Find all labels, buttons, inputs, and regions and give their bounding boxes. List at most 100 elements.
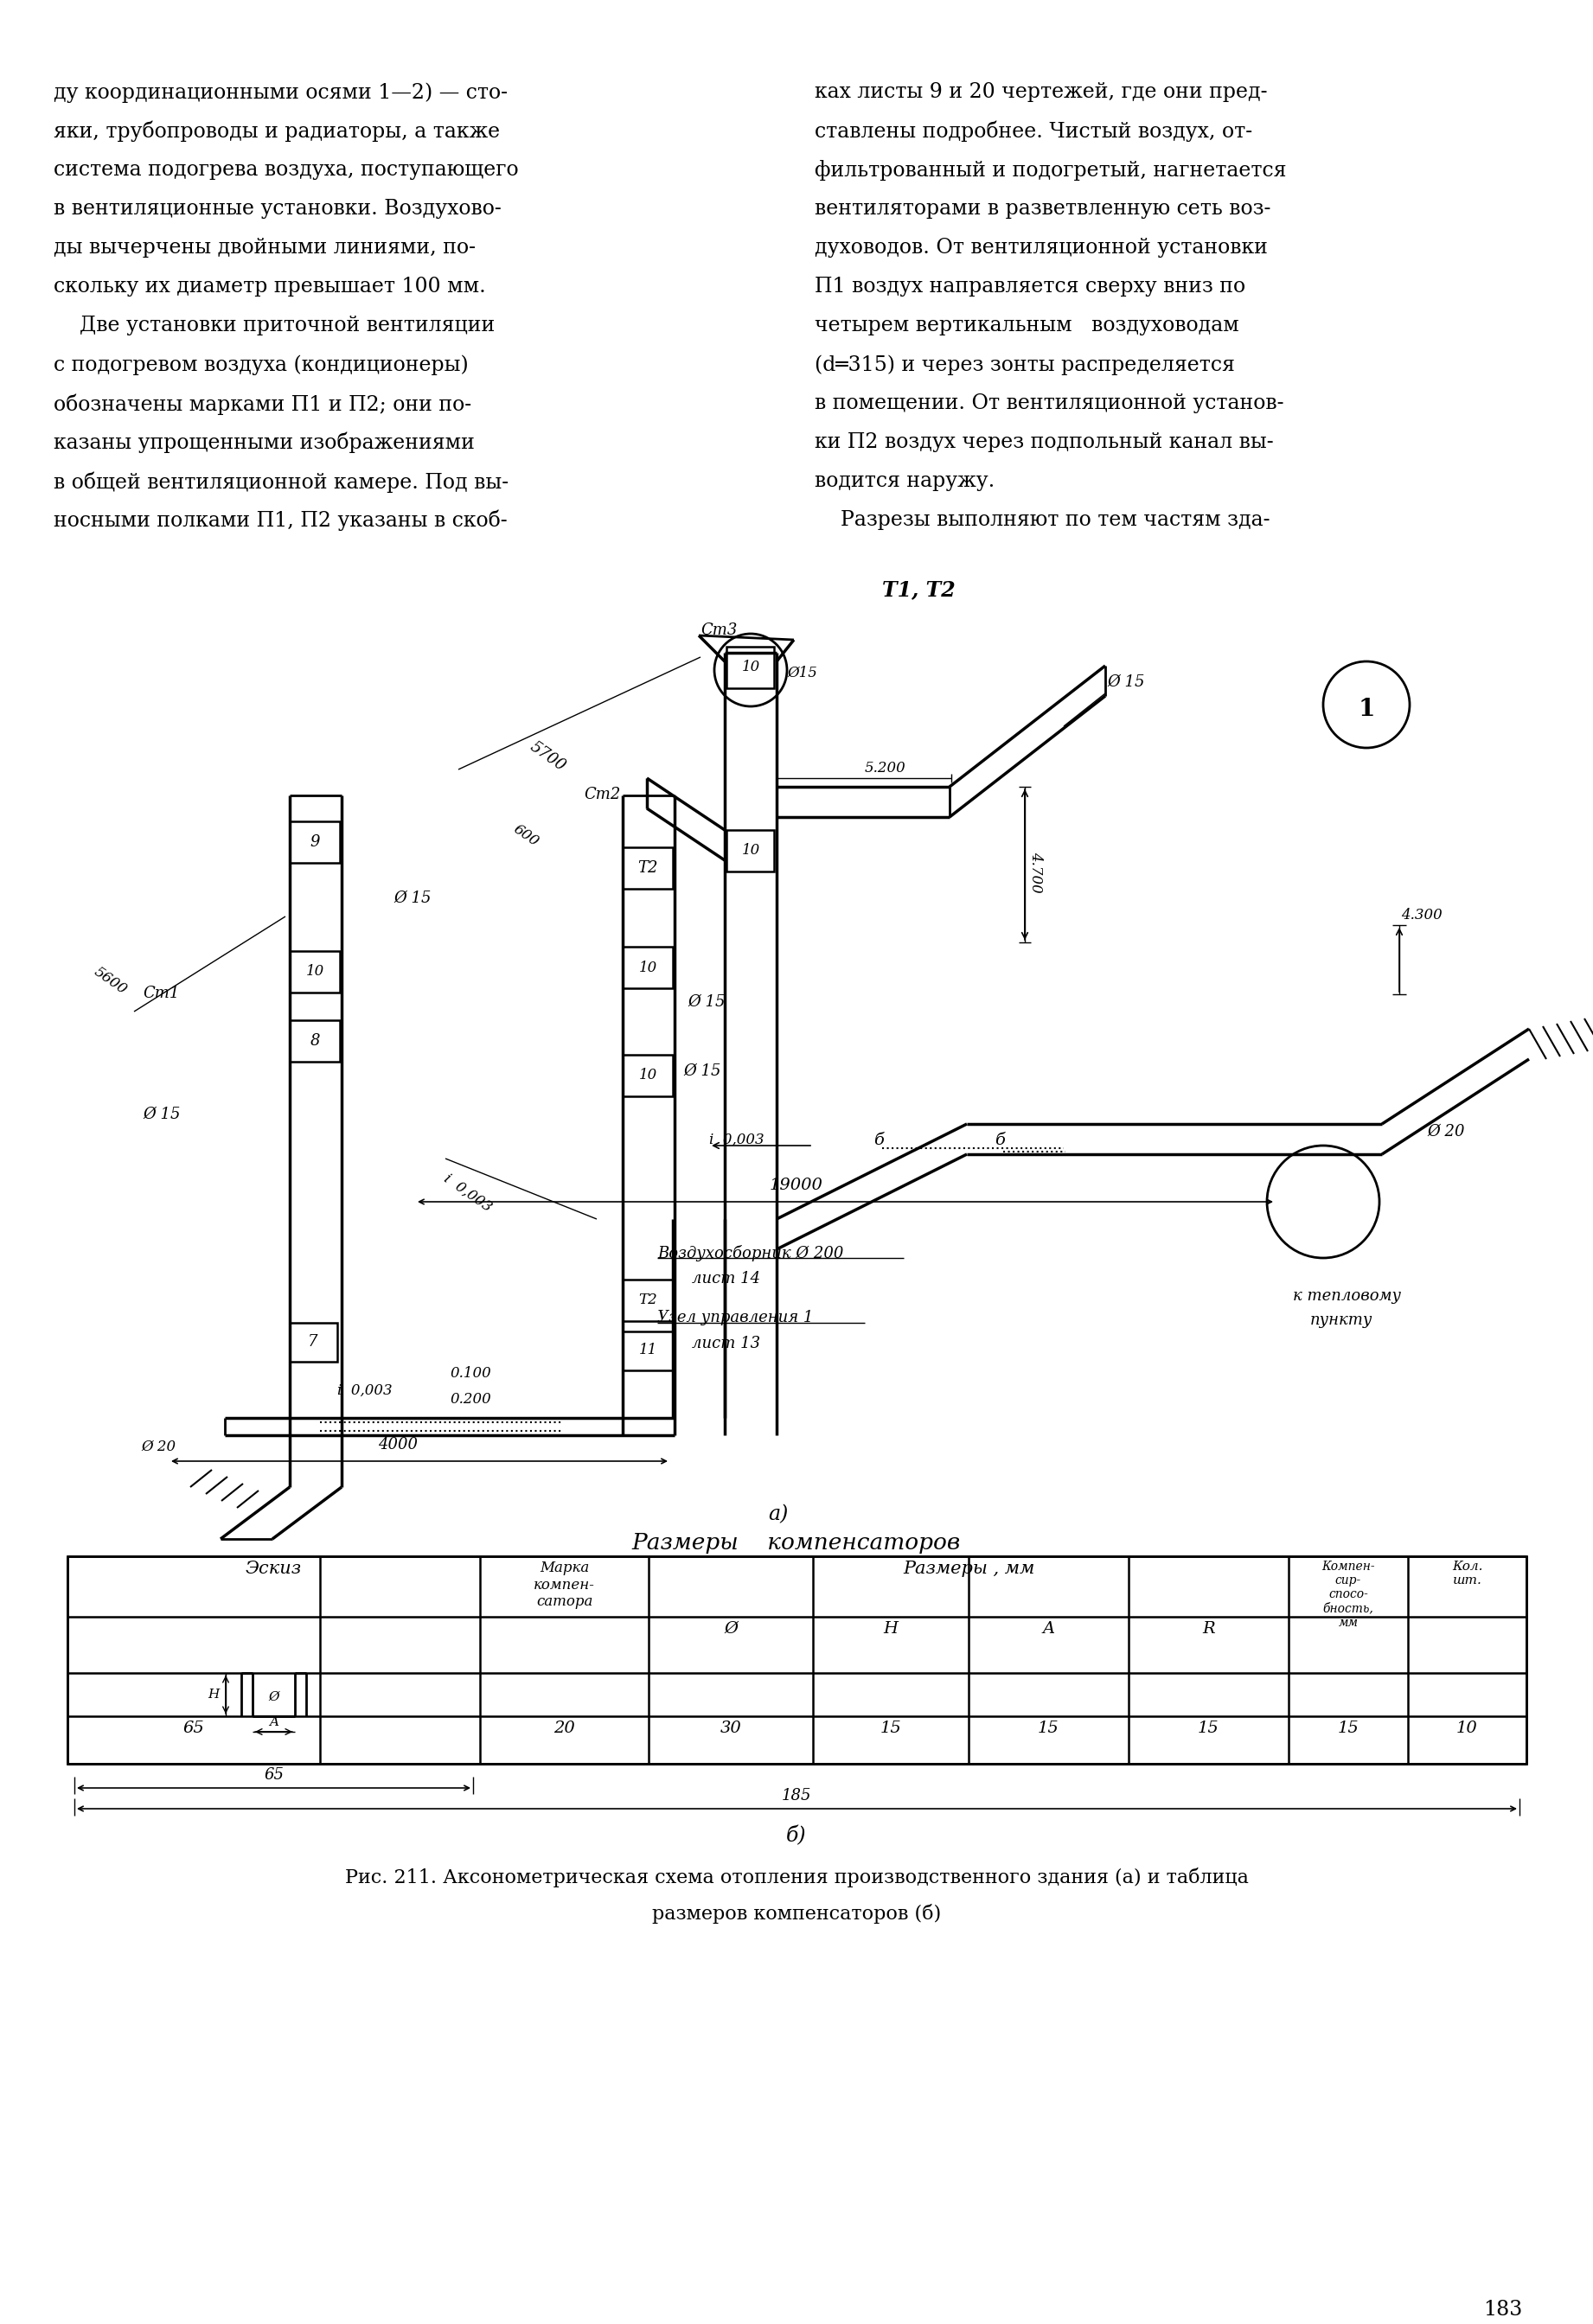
- Text: 15: 15: [1039, 1720, 1059, 1736]
- Text: Узел управления 1: Узел управления 1: [658, 1311, 814, 1325]
- Text: б: б: [994, 1132, 1005, 1148]
- Text: 5.200: 5.200: [865, 760, 906, 776]
- Text: T1, T2: T1, T2: [883, 579, 956, 600]
- Text: 10: 10: [741, 844, 760, 858]
- Text: Две установки приточной вентиляции: Две установки приточной вентиляции: [54, 316, 495, 335]
- Text: 19000: 19000: [769, 1178, 824, 1192]
- Text: 9: 9: [309, 834, 320, 851]
- Text: ставлены подробнее. Чистый воздух, от-: ставлены подробнее. Чистый воздух, от-: [814, 121, 1252, 142]
- Text: Рис. 211. Аксонометрическая схема отопления производственного здания (а) и табли: Рис. 211. Аксонометрическая схема отопле…: [344, 1868, 1249, 1887]
- Text: носными полками П1, П2 указаны в скоб-: носными полками П1, П2 указаны в скоб-: [54, 509, 507, 532]
- Text: 65: 65: [183, 1720, 204, 1736]
- Text: яки, трубопроводы и радиаторы, а также: яки, трубопроводы и радиаторы, а также: [54, 121, 500, 142]
- Text: 8: 8: [309, 1034, 320, 1048]
- Text: 11: 11: [639, 1343, 656, 1357]
- Text: A: A: [269, 1715, 279, 1729]
- Text: Размеры    компенсаторов: Размеры компенсаторов: [632, 1532, 961, 1555]
- Text: в общей вентиляционной камере. Под вы-: в общей вентиляционной камере. Под вы-: [54, 472, 508, 493]
- Text: ки П2 воздух через подпольный канал вы-: ки П2 воздух через подпольный канал вы-: [814, 432, 1273, 453]
- Text: H: H: [207, 1690, 220, 1701]
- Text: с подогревом воздуха (кондиционеры): с подогревом воздуха (кондиционеры): [54, 356, 468, 374]
- Text: A: A: [1042, 1622, 1055, 1636]
- Text: 5600: 5600: [91, 964, 129, 997]
- Text: T2: T2: [637, 860, 658, 876]
- Text: размеров компенсаторов (б): размеров компенсаторов (б): [652, 1903, 941, 1924]
- Text: Разрезы выполняют по тем частям зда-: Разрезы выполняют по тем частям зда-: [814, 509, 1270, 530]
- Text: T2: T2: [639, 1292, 658, 1308]
- Text: Ø 20: Ø 20: [1427, 1125, 1464, 1139]
- Text: 10: 10: [741, 660, 760, 674]
- Text: 600: 600: [510, 820, 542, 848]
- Text: водится наружу.: водится наружу.: [814, 472, 994, 490]
- Text: пункту: пункту: [1309, 1313, 1373, 1327]
- Text: (d═315) и через зонты распределяется: (d═315) и через зонты распределяется: [814, 356, 1235, 374]
- Text: 15: 15: [1198, 1720, 1219, 1736]
- Text: i  0,003: i 0,003: [709, 1132, 765, 1148]
- Bar: [290, 820, 339, 862]
- Text: Ø: Ø: [268, 1692, 279, 1703]
- Text: Кол.
шт.: Кол. шт.: [1451, 1562, 1483, 1587]
- Text: R: R: [1203, 1622, 1215, 1636]
- Bar: [290, 951, 339, 992]
- Text: фильтрованный и подогретый, нагнетается: фильтрованный и подогретый, нагнетается: [814, 160, 1287, 181]
- Text: лист 14: лист 14: [691, 1271, 760, 1287]
- Text: Ø 15: Ø 15: [1107, 674, 1145, 690]
- Bar: [726, 646, 774, 688]
- Text: а): а): [768, 1504, 789, 1525]
- Text: Ø15: Ø15: [787, 665, 817, 681]
- Bar: [623, 848, 672, 888]
- Text: Ø: Ø: [723, 1622, 738, 1636]
- Bar: [67, 1557, 1526, 1764]
- Text: Ø 15: Ø 15: [143, 1106, 180, 1122]
- Text: 4.700: 4.700: [1029, 851, 1043, 892]
- Text: Ст1: Ст1: [143, 985, 180, 1002]
- Bar: [290, 1322, 338, 1362]
- Bar: [623, 1055, 672, 1097]
- Text: 183: 183: [1483, 2301, 1521, 2319]
- Text: i  0,003: i 0,003: [338, 1383, 392, 1399]
- Text: лист 13: лист 13: [691, 1336, 760, 1350]
- Text: 7: 7: [307, 1334, 319, 1350]
- Text: Ст2: Ст2: [583, 788, 620, 802]
- Text: в вентиляционные установки. Воздухово-: в вентиляционные установки. Воздухово-: [54, 200, 502, 218]
- Text: П1 воздух направляется сверху вниз по: П1 воздух направляется сверху вниз по: [814, 277, 1246, 297]
- Bar: [623, 946, 672, 988]
- Text: 0.200: 0.200: [449, 1392, 491, 1406]
- Text: Ø 15: Ø 15: [393, 890, 432, 906]
- Text: система подогрева воздуха, поступающего: система подогрева воздуха, поступающего: [54, 160, 519, 179]
- Text: четырем вертикальным   воздуховодам: четырем вертикальным воздуховодам: [814, 316, 1239, 335]
- Text: духоводов. От вентиляционной установки: духоводов. От вентиляционной установки: [814, 237, 1268, 258]
- Text: Ø 20: Ø 20: [140, 1439, 175, 1455]
- Text: H: H: [884, 1622, 898, 1636]
- Text: 10: 10: [639, 960, 656, 974]
- Text: скольку их диаметр превышает 100 мм.: скольку их диаметр превышает 100 мм.: [54, 277, 486, 297]
- Text: 15: 15: [879, 1720, 902, 1736]
- Text: 30: 30: [720, 1720, 741, 1736]
- Text: 10: 10: [639, 1069, 656, 1083]
- Text: ках листы 9 и 20 чертежей, где они пред-: ках листы 9 и 20 чертежей, где они пред-: [814, 81, 1268, 102]
- Text: Ст3: Ст3: [701, 623, 738, 639]
- Text: ду координационными осями 1—2) — сто-: ду координационными осями 1—2) — сто-: [54, 81, 508, 102]
- Text: Ø 15: Ø 15: [688, 995, 725, 1011]
- Text: Размеры , мм: Размеры , мм: [903, 1562, 1034, 1578]
- Text: 0.100: 0.100: [449, 1367, 491, 1380]
- Text: обозначены марками П1 и П2; они по-: обозначены марками П1 и П2; они по-: [54, 393, 472, 414]
- Text: 10: 10: [1456, 1720, 1478, 1736]
- Text: Эскиз: Эскиз: [245, 1562, 303, 1578]
- Text: к тепловому: к тепловому: [1294, 1287, 1400, 1304]
- Text: вентиляторами в разветвленную сеть воз-: вентиляторами в разветвленную сеть воз-: [814, 200, 1271, 218]
- Text: Марка
компен-
сатора: Марка компен- сатора: [534, 1562, 594, 1608]
- Text: б): б): [787, 1827, 806, 1845]
- Text: 10: 10: [306, 964, 323, 978]
- Text: 4000: 4000: [378, 1436, 417, 1452]
- Text: i  0,003: i 0,003: [441, 1171, 495, 1215]
- Text: 5700: 5700: [527, 739, 569, 774]
- Text: 1: 1: [1359, 697, 1375, 720]
- Bar: [726, 830, 774, 872]
- Text: в помещении. От вентиляционной установ-: в помещении. От вентиляционной установ-: [814, 393, 1284, 414]
- Bar: [290, 1020, 339, 1062]
- Text: б: б: [873, 1132, 884, 1148]
- Text: 20: 20: [554, 1720, 575, 1736]
- Text: Воздухосборник Ø 200: Воздухосборник Ø 200: [658, 1246, 844, 1262]
- Text: Ø 15: Ø 15: [683, 1064, 720, 1078]
